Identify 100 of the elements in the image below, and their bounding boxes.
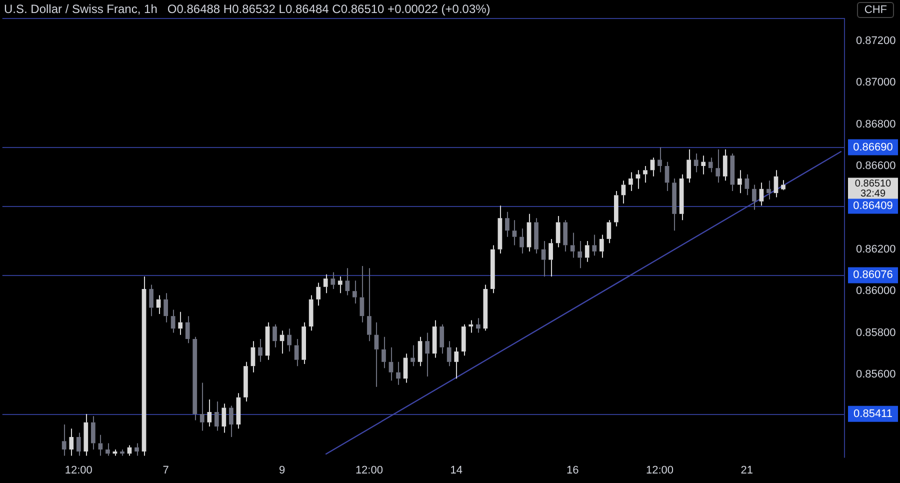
candlestick — [650, 157, 655, 177]
candlestick — [418, 336, 422, 367]
candlestick — [98, 434, 103, 456]
candlestick — [403, 353, 408, 384]
candlestick — [534, 218, 538, 254]
candlestick — [120, 448, 124, 456]
candlestick — [250, 340, 256, 373]
candlestick — [90, 416, 96, 450]
y-tick-label: 0.86800 — [856, 118, 896, 130]
candlestick — [744, 174, 750, 196]
candlestick — [483, 284, 488, 332]
y-tick-label: 0.87000 — [856, 76, 896, 89]
candlestick — [69, 428, 74, 456]
candlestick — [476, 318, 480, 334]
candlestick — [541, 240, 546, 277]
candlestick — [461, 324, 466, 356]
candlestick — [548, 238, 553, 277]
candlestick — [730, 152, 735, 192]
ref-line-label: 0.86409 — [853, 200, 893, 212]
candlestick — [258, 338, 262, 362]
y-tick-label: 0.85800 — [856, 326, 896, 339]
candlestick — [578, 240, 582, 269]
candlestick — [498, 205, 502, 254]
candlestick — [229, 405, 234, 438]
candlestick — [628, 172, 633, 192]
candlestick — [505, 211, 510, 238]
candlestick — [272, 324, 277, 348]
ref-line-label: 0.86690 — [853, 141, 893, 154]
candlestick — [410, 344, 415, 367]
ref-line-label: 0.85411 — [854, 408, 892, 420]
candlestick — [520, 228, 524, 254]
candlestick — [425, 332, 430, 378]
candlestick — [716, 148, 720, 184]
x-tick-label: 16 — [566, 464, 579, 476]
candlestick — [149, 284, 154, 317]
candlestick — [134, 442, 139, 456]
candlestick — [454, 346, 459, 380]
text: 0.86510 — [854, 178, 892, 190]
candlestick — [606, 220, 612, 244]
x-tick-label: 7 — [162, 464, 169, 476]
candlestick — [759, 182, 764, 206]
candlestick — [308, 294, 314, 332]
candlestick — [664, 161, 670, 192]
candlestick — [338, 276, 342, 294]
candlestick — [84, 414, 88, 456]
candlestick — [76, 432, 81, 456]
candlestick — [621, 180, 626, 204]
y-tick-label: 0.86000 — [856, 285, 896, 298]
candlestick — [781, 180, 786, 191]
candlestick — [106, 442, 110, 456]
candlestick — [352, 280, 357, 304]
text: 32:49 — [860, 188, 886, 200]
candlestick — [556, 216, 560, 248]
candlestick — [316, 282, 321, 306]
candlestick — [774, 170, 778, 198]
candlestick — [323, 274, 328, 294]
candlestick — [330, 272, 336, 290]
candlestick — [708, 157, 713, 173]
candlestick — [686, 148, 691, 184]
x-tick-label: 9 — [278, 464, 286, 476]
candlestick — [440, 324, 444, 354]
candlestick — [722, 148, 728, 182]
candlestick — [570, 232, 575, 258]
candlestick — [287, 328, 292, 352]
candlestick — [374, 322, 379, 388]
chart-title: U.S. Dollar / Swiss Franc, 1h — [4, 2, 158, 16]
candlestick — [170, 309, 176, 334]
candlestick — [142, 276, 146, 456]
candlestick — [694, 152, 698, 173]
candlestick — [207, 398, 212, 428]
candlestick — [367, 268, 372, 342]
candlestick — [679, 174, 684, 221]
candlestick — [752, 184, 756, 210]
candlestick — [396, 361, 400, 386]
candlestick — [244, 361, 248, 402]
candlestick — [200, 382, 204, 432]
candlestick — [599, 234, 604, 258]
ref-line-label: 0.86076 — [853, 269, 893, 282]
candlestick — [468, 320, 474, 334]
y-tick-label: 0.87200 — [856, 34, 896, 47]
candlestick — [214, 401, 219, 432]
candlestick — [236, 392, 241, 430]
candlestick — [164, 292, 168, 323]
y-tick-label: 0.85600 — [856, 368, 896, 380]
candlestick — [382, 336, 386, 369]
x-tick-label: 14 — [450, 464, 462, 476]
candlestick — [643, 165, 648, 184]
candlestick — [446, 340, 452, 367]
x-tick-label: 12:00 — [355, 464, 383, 476]
candlestick — [490, 244, 495, 294]
x-tick-label: 12:00 — [64, 464, 92, 476]
y-tick-label: 0.86600 — [856, 160, 896, 172]
chart-subtitle: O0.86488 H0.86532 L0.86484 C0.86510 +0.00022 (+0.03%) — [167, 2, 490, 16]
candlestick — [294, 338, 299, 367]
candlestick — [701, 155, 706, 175]
candlestick — [185, 316, 190, 344]
candlestick — [360, 266, 364, 323]
candlestick — [737, 170, 742, 194]
candlestick — [526, 213, 532, 252]
candlestick — [345, 268, 350, 296]
